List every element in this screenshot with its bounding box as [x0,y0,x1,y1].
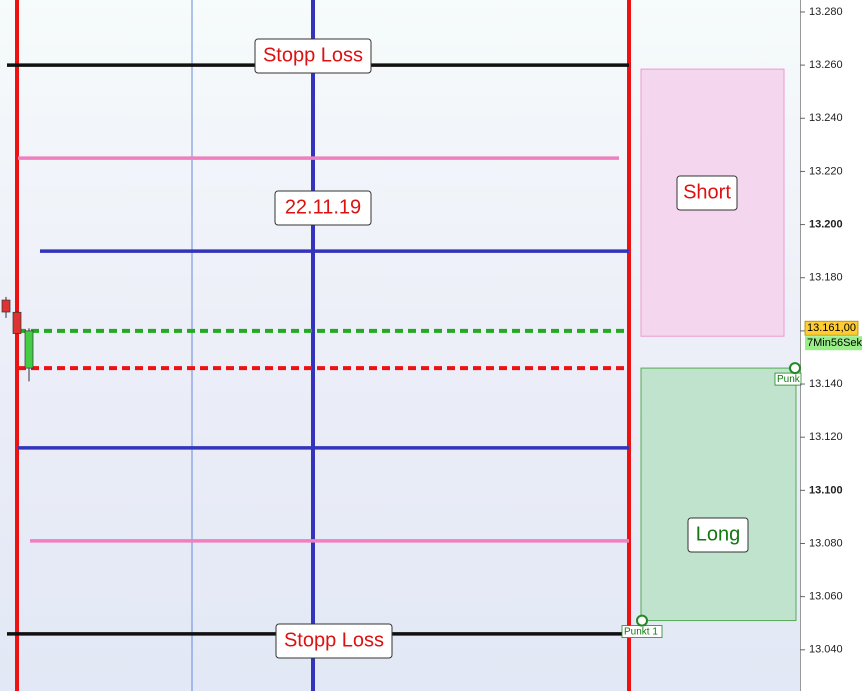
y-tick-label: 13.140 [809,378,843,390]
y-tick-label: 13.240 [809,112,843,124]
y-tick-label: 13.200 [809,218,843,230]
annotation-box [254,38,372,74]
y-tick-label: 13.060 [809,591,843,603]
candle-body [24,330,34,369]
price-label-box [804,320,859,336]
annotation: Stopp Loss [284,629,384,651]
zone-label: Short [683,181,731,203]
annotation: Stopp Loss [263,44,363,66]
y-tick-label: 13.260 [809,59,843,71]
price-label: 13.161,00 [807,322,856,334]
y-tick-label: 13.080 [809,537,843,549]
candle-body [12,311,22,334]
point [636,614,648,627]
point-label: Punkt 1 [624,627,658,638]
annotation-box [275,623,393,659]
candle-body [1,299,11,313]
point-label: Punk [777,374,801,385]
zone [640,367,797,622]
timer-box [805,336,862,351]
timer: 7Min56Sek [807,337,863,349]
y-tick-label: 13.120 [809,431,843,443]
y-tick-label: 13.100 [809,484,843,496]
point-label-box [774,372,802,386]
zone-label-box [676,175,738,211]
y-tick-label: 13.180 [809,272,843,284]
zone-label: Long [696,523,741,545]
annotation: 22.11.19 [285,196,361,218]
y-tick-label: 13.280 [809,6,843,18]
zone-label-box [687,517,749,553]
y-tick-label: 13.040 [809,644,843,656]
annotation-box [274,190,372,226]
y-tick-label: 13.220 [809,165,843,177]
point [789,362,801,375]
